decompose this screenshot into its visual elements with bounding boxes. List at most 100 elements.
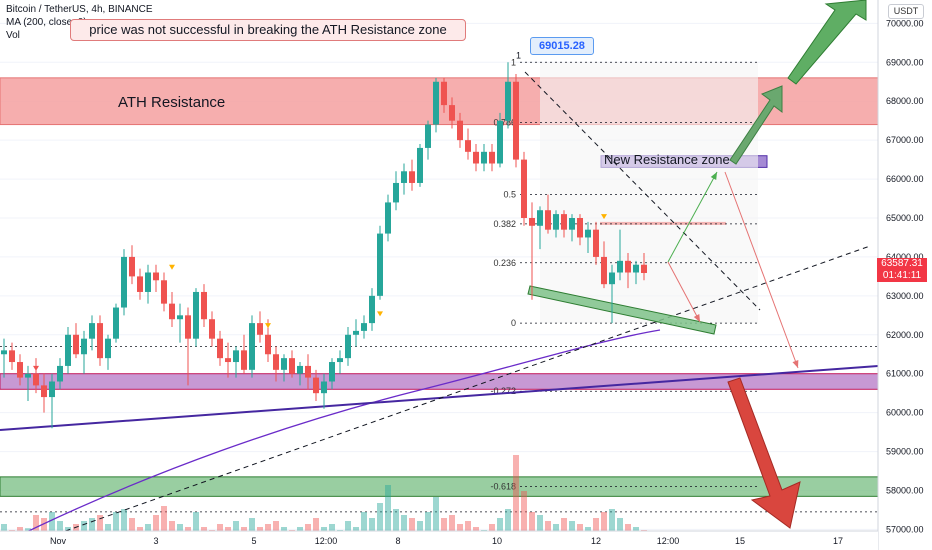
price-tick-label: 59000.00 [886, 447, 924, 457]
candle-body [393, 182, 399, 203]
volume-bar [433, 497, 439, 545]
candle-body [321, 381, 327, 394]
price-tick-label: 57000.00 [886, 524, 924, 534]
volume-bar [153, 515, 159, 545]
signal-marker [169, 264, 175, 270]
ma-indicator-label[interactable]: MA (200, close, 0) [6, 17, 87, 28]
candle-body [289, 358, 295, 374]
volume-bar [121, 509, 127, 545]
candle-body [169, 303, 175, 320]
candle-body [193, 291, 199, 339]
candle-body [81, 338, 87, 355]
candles-layer: 1 [1, 50, 647, 429]
fib-layer: 1 0.786 0.5 0.382 0.236 0 -0.272 -0.618 [0, 57, 878, 513]
candle-body [65, 334, 71, 366]
candle-body [601, 256, 607, 285]
fib-level-label: 0.786 [493, 118, 516, 128]
candle-body [297, 365, 303, 374]
volume-bar [97, 515, 103, 545]
candle-body [265, 334, 271, 355]
trendlines-layer [0, 71, 879, 546]
red-projection-arrow [667, 261, 701, 323]
price-tick-label: 60000.00 [886, 408, 924, 418]
volume-bar [377, 503, 383, 545]
candle-body [425, 124, 431, 148]
volume-bar [537, 515, 543, 545]
candle-body [273, 354, 279, 370]
volume-bar [193, 512, 199, 545]
candle-body [473, 151, 479, 164]
candle-body [457, 120, 463, 141]
ath-resistance-label: ATH Resistance [118, 94, 226, 111]
candle-body [409, 171, 415, 183]
candle-body [465, 140, 471, 152]
candle-body [201, 291, 207, 320]
candle-body [441, 81, 447, 106]
candle-body [89, 323, 95, 339]
candle-body [313, 377, 319, 394]
price-tick-label: 66000.00 [886, 174, 924, 184]
time-tick-label: 12:00 [315, 536, 338, 546]
candle-body [105, 338, 111, 359]
last-price-badge: 63587.31 01:41:11 [877, 258, 927, 282]
volume-bar [49, 512, 55, 545]
signal-marker [33, 365, 39, 371]
candle-body [401, 171, 407, 183]
new-resistance-label: New Resistance zone [604, 152, 730, 167]
fib-level-label: 0.382 [493, 219, 516, 229]
volume-bar [425, 512, 431, 545]
currency-button[interactable]: USDT [888, 4, 924, 19]
volume-bar [113, 512, 119, 545]
candle-body [417, 147, 423, 183]
volume-indicator-label[interactable]: Vol [6, 30, 20, 41]
volume-bar [449, 515, 455, 545]
candle-body [337, 358, 343, 363]
signal-marker [377, 311, 383, 317]
candle-body [513, 81, 519, 160]
candle-body [153, 272, 159, 281]
candle-body [377, 233, 383, 296]
price-tick-label: 64000.00 [886, 252, 924, 262]
dashed-downtrend-line [524, 71, 761, 311]
signal-marker [265, 323, 271, 329]
candle-body [145, 272, 151, 292]
candle-body [553, 214, 559, 230]
candle-body [257, 323, 263, 335]
candle-body [633, 264, 639, 273]
candle-body [369, 295, 375, 324]
volume-bar [505, 509, 511, 545]
candle-body [433, 81, 439, 125]
dashed-uptrend-line [39, 245, 871, 541]
candle-body [97, 323, 103, 359]
signal-marker [601, 214, 607, 220]
red-long-arrow-head [792, 360, 799, 368]
candle-body [129, 256, 135, 277]
volume-bar [401, 515, 407, 545]
volume-bar [521, 491, 527, 545]
price-tick-label: 61000.00 [886, 369, 924, 379]
candle-body [345, 334, 351, 359]
symbol-title: Bitcoin / TetherUS, 4h, BINANCE [6, 4, 153, 15]
fib-level-label: -0.618 [490, 482, 516, 492]
volume-bar [161, 506, 167, 545]
green-big-upside-arrow [787, 0, 867, 85]
candle-body [489, 151, 495, 164]
price-tick-label: 62000.00 [886, 330, 924, 340]
candle-body [1, 350, 7, 355]
candle-body [25, 373, 31, 378]
candle-body [497, 120, 503, 164]
volume-bar [513, 455, 519, 545]
candle-body [225, 358, 231, 363]
candle-body [537, 210, 543, 226]
candle-body [9, 350, 15, 363]
price-tick-label: 69000.00 [886, 57, 924, 67]
candle-body [609, 272, 615, 285]
annotation-callout[interactable]: price was not successful in breaking the… [70, 19, 466, 41]
red-long-arrow [724, 171, 799, 369]
fib-level-label: 0.236 [493, 258, 516, 268]
candle-body [41, 385, 47, 398]
time-tick-label: 15 [735, 536, 745, 546]
candle-body [585, 229, 591, 238]
candle-body [57, 365, 63, 382]
